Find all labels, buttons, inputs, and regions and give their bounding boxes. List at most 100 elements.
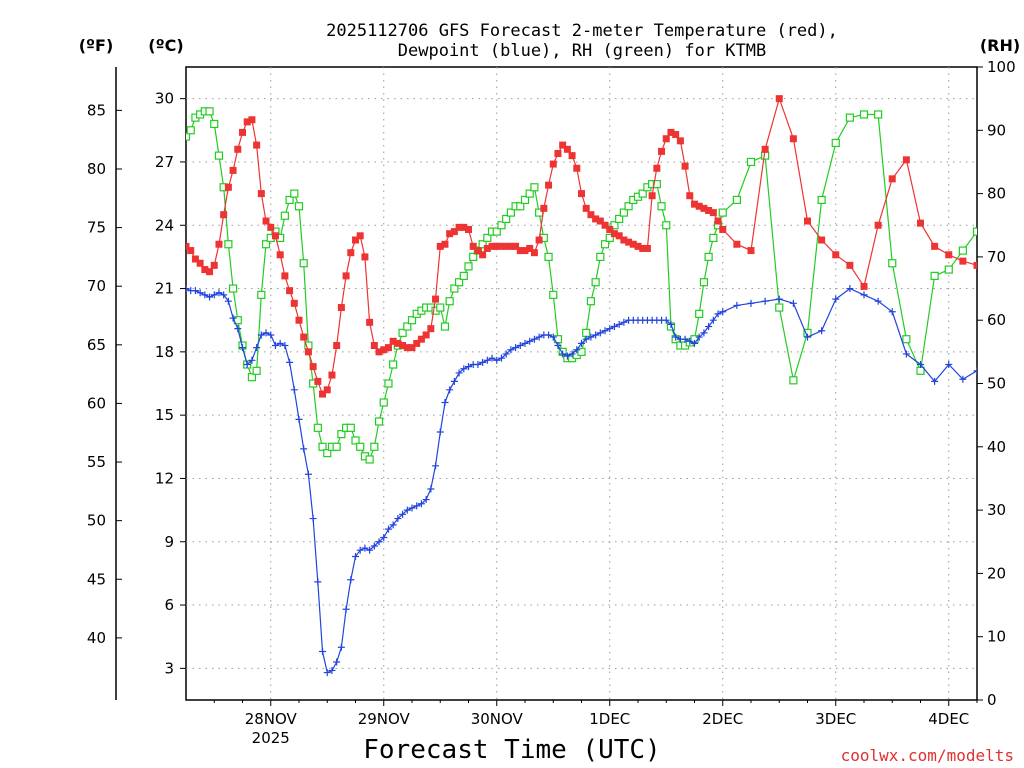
- rh-point: [469, 252, 478, 261]
- dewpoint-point: [319, 647, 327, 655]
- dewpoint-point: [606, 325, 614, 333]
- rh-tick-label: 20: [987, 564, 1006, 582]
- temperature-point: [469, 242, 477, 250]
- dewpoint-point: [262, 329, 270, 337]
- dewpoint-point: [610, 323, 618, 331]
- temperature-point: [578, 190, 585, 198]
- temperature-point: [262, 217, 270, 225]
- temperature-point: [253, 141, 261, 149]
- x-tick-label: 4DEC: [928, 710, 969, 728]
- rh-point: [374, 417, 384, 426]
- rh-point: [944, 265, 953, 274]
- rh-point: [228, 284, 238, 293]
- temperature-point: [328, 371, 336, 379]
- dewpoint-point: [507, 346, 515, 354]
- dewpoint-point: [333, 658, 341, 666]
- temperature-point: [248, 116, 256, 124]
- temperature-point: [186, 242, 190, 250]
- dewpoint-point: [328, 666, 336, 674]
- dewpoint-point: [427, 485, 435, 493]
- rh-point: [619, 208, 628, 217]
- temperature-point: [210, 261, 218, 269]
- rh-point: [346, 423, 355, 432]
- dewpoint-point: [201, 291, 209, 299]
- rh-point: [699, 278, 709, 287]
- celsius-tick-label: 27: [155, 153, 174, 171]
- dewpoint-point: [667, 320, 675, 328]
- temperature-point: [422, 331, 430, 339]
- temperature-point: [653, 164, 661, 172]
- dewpoint-point: [384, 525, 392, 533]
- temperature-point: [257, 190, 265, 198]
- rh-point: [615, 214, 624, 224]
- dewpoint-point: [559, 350, 567, 358]
- dewpoint-point: [286, 358, 294, 366]
- dewpoint-point: [224, 297, 232, 305]
- temperature-point: [695, 202, 703, 210]
- temperature-point: [370, 342, 378, 350]
- dewpoint-point: [342, 605, 350, 613]
- dewpoint-point: [276, 339, 284, 347]
- dewpoint-point: [681, 335, 689, 343]
- dewpoint-point: [672, 333, 680, 341]
- celsius-tick-label: 3: [164, 659, 174, 677]
- fahrenheit-tick-label: 45: [87, 570, 106, 588]
- fahrenheit-unit-label: (ºF): [79, 36, 114, 55]
- temperature-point: [629, 240, 637, 248]
- dewpoint-point: [695, 333, 703, 341]
- temperature-point: [394, 339, 402, 347]
- dewpoint-point: [535, 333, 543, 341]
- temperature-point: [902, 156, 910, 164]
- temperature-point: [206, 268, 214, 276]
- temperature-point: [860, 282, 868, 290]
- rh-point: [732, 195, 741, 205]
- rh-point: [582, 328, 591, 337]
- temperature-point: [239, 128, 246, 136]
- temperature-point: [276, 251, 284, 259]
- dewpoint-point: [191, 287, 199, 295]
- dewpoint-point: [474, 361, 482, 369]
- temperature-point: [917, 219, 924, 227]
- dewpoint-point: [620, 318, 628, 326]
- temperature-point: [804, 217, 811, 225]
- rh-point: [930, 271, 939, 280]
- temperature-point: [488, 242, 496, 250]
- dewpoint-point: [243, 361, 251, 369]
- temperature-point: [309, 363, 317, 371]
- dewpoint-point: [271, 342, 279, 350]
- fahrenheit-tick-label: 75: [87, 219, 106, 237]
- temperature-point: [474, 247, 482, 255]
- rh-point: [407, 316, 417, 325]
- temperature-point: [427, 325, 435, 333]
- rh-point: [323, 449, 332, 458]
- temperature-point: [319, 390, 327, 398]
- temperature-point: [874, 221, 882, 229]
- dewpoint-point: [686, 337, 694, 345]
- temperature-point: [530, 249, 538, 257]
- temperature-point: [479, 251, 487, 259]
- temperature-point: [568, 152, 576, 160]
- rh-point: [384, 379, 393, 388]
- temperature-point: [323, 386, 331, 394]
- temperature-point: [672, 131, 680, 139]
- dewpoint-point: [988, 357, 995, 364]
- temperature-point: [224, 183, 232, 191]
- dewpoint-point: [314, 578, 322, 586]
- rh-point: [224, 240, 233, 249]
- temperature-point: [526, 244, 534, 252]
- dewpoint-point: [497, 354, 505, 362]
- rh-point: [502, 214, 511, 224]
- temperature-point: [389, 337, 397, 345]
- dewpoint-point: [399, 510, 407, 518]
- rh-tick-label: 30: [987, 501, 1006, 519]
- x-tick-label: 30NOV: [471, 710, 524, 728]
- dewpoint-point: [460, 365, 468, 373]
- temperature-point: [719, 225, 727, 233]
- temperature-point: [234, 145, 242, 153]
- rh-point: [497, 221, 506, 230]
- rh-point: [902, 335, 911, 344]
- dewpoint-point: [281, 342, 289, 350]
- rh-point: [492, 227, 501, 236]
- dewpoint-point: [337, 643, 345, 651]
